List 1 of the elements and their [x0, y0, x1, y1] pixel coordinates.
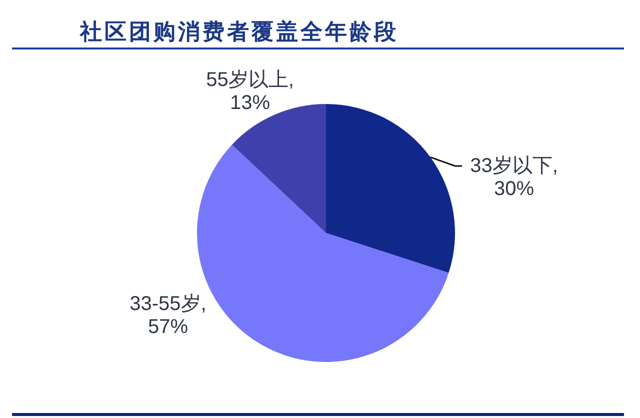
- title: 社区团购消费者覆盖全年龄段: [80, 19, 398, 45]
